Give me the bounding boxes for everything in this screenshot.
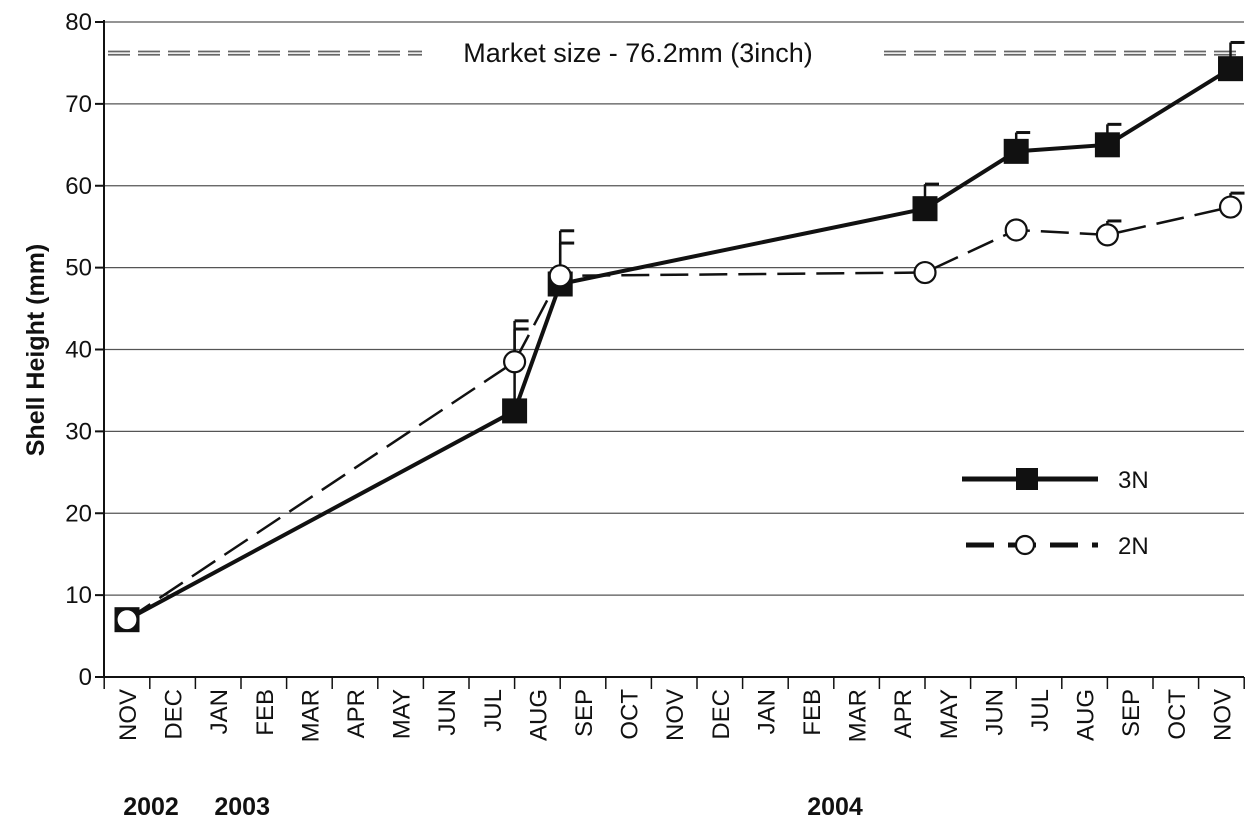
legend: 3N 2N <box>962 467 1149 560</box>
series-line-3N <box>126 66 1232 622</box>
x-tick-label-9: AUG <box>525 689 552 741</box>
x-tick-label-15: FEB <box>799 689 826 736</box>
point-3N-5 <box>1094 132 1120 158</box>
x-tick-label-6: MAY <box>389 689 416 739</box>
x-tick-label-7: JUN <box>434 689 461 736</box>
x-tick-labels: NOV DEC JAN FEB MAR APR MAY JUN JUL AUG SEP OCT NOV D… <box>115 689 1236 743</box>
y-tick-label-80: 80 <box>65 9 92 36</box>
x-tick-label-14: JAN <box>753 689 780 734</box>
x-tick-label-12: NOV <box>662 689 689 741</box>
y-tick-label-20: 20 <box>65 500 92 527</box>
x-tick-label-8: JUL <box>480 689 507 732</box>
x-tick-label-19: JUN <box>981 689 1008 736</box>
x-tick-label-2: JAN <box>206 689 233 734</box>
series-2N <box>115 191 1245 632</box>
x-tick-label-3: FEB <box>252 689 279 736</box>
point-2N-5 <box>1095 223 1120 247</box>
point-2N-0 <box>115 608 139 632</box>
x-tick-label-1: DEC <box>161 689 188 740</box>
market-size-reference: Market size - 76.2mm (3inch) <box>108 38 1240 68</box>
series-line-2N <box>126 205 1231 621</box>
y-tick-label-50: 50 <box>65 255 92 282</box>
x-tick-label-5: APR <box>343 689 370 738</box>
point-3N-6 <box>1218 56 1244 82</box>
x-tick-label-4: MAR <box>297 689 324 742</box>
x-tick-label-10: SEP <box>571 689 598 737</box>
point-2N-6 <box>1218 195 1243 219</box>
x-tick-label-24: NOV <box>1209 689 1236 741</box>
y-axis-label: Shell Height (mm) <box>22 244 50 457</box>
x-tick-label-0: NOV <box>115 689 142 741</box>
point-2N-1 <box>502 350 527 374</box>
year-label-2004: 2004 <box>807 793 863 821</box>
data-series <box>114 40 1245 633</box>
x-tick-label-13: DEC <box>708 689 735 740</box>
y-tick-labels: 0 10 20 30 40 50 60 70 80 <box>65 9 92 691</box>
x-tick-label-11: OCT <box>617 689 644 740</box>
point-3N-1 <box>502 398 528 424</box>
x-tick-label-16: MAR <box>845 689 872 742</box>
x-tick-label-18: MAY <box>936 689 963 739</box>
y-tick-label-70: 70 <box>65 91 92 118</box>
point-2N-2 <box>548 264 572 288</box>
year-label-2003: 2003 <box>214 793 270 821</box>
legend-marker-3N <box>1016 468 1038 490</box>
legend-marker-2N <box>1014 534 1036 556</box>
grid-lines <box>104 21 1244 596</box>
x-tick-label-20: JUL <box>1027 689 1054 732</box>
x-tick-label-21: AUG <box>1073 689 1100 741</box>
y-tick-label-0: 0 <box>79 664 92 691</box>
x-tick-label-22: SEP <box>1118 689 1145 737</box>
y-tick-label-10: 10 <box>65 582 92 609</box>
x-tick-label-23: OCT <box>1164 689 1191 740</box>
point-2N-3 <box>913 260 937 285</box>
point-3N-4 <box>1003 138 1029 164</box>
year-labels: 2002 2003 2004 <box>123 793 863 821</box>
axes <box>95 20 1245 689</box>
legend-label-3N: 3N <box>1118 467 1149 494</box>
x-tick-label-17: APR <box>890 689 917 738</box>
point-3N-3 <box>912 196 938 222</box>
year-label-2002: 2002 <box>123 793 179 821</box>
point-2N-4 <box>1004 218 1028 242</box>
legend-label-2N: 2N <box>1118 533 1149 560</box>
reference-line-label: Market size - 76.2mm (3inch) <box>463 38 813 68</box>
y-tick-label-30: 30 <box>65 418 92 445</box>
y-tick-label-40: 40 <box>65 337 92 364</box>
y-tick-label-60: 60 <box>65 173 92 200</box>
